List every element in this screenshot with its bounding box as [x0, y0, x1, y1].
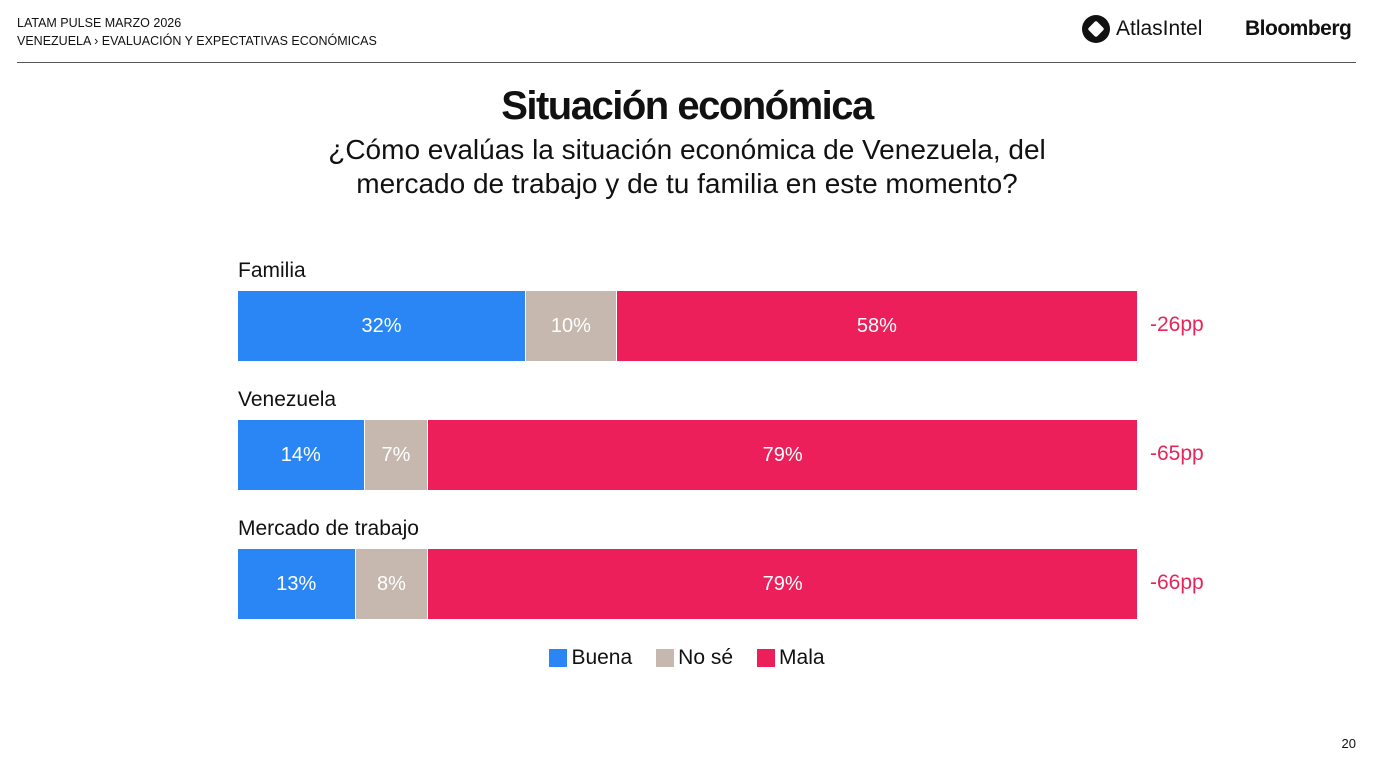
- data-label: 32%: [361, 314, 402, 337]
- chart-title: Situación económica: [501, 84, 874, 128]
- data-label: 79%: [762, 443, 803, 466]
- data-label: 14%: [280, 443, 321, 466]
- category-label: Familia: [238, 259, 306, 282]
- legend: Buena No sé Mala: [0, 646, 1374, 670]
- data-label: 8%: [377, 572, 406, 595]
- bar-row: 13% 8% 79%: [238, 549, 1137, 619]
- chart-subtitle: ¿Cómo evalúas la situación económica de …: [0, 133, 1374, 201]
- bar-segment-mala: 58%: [616, 291, 1137, 361]
- subtitle-line: ¿Cómo evalúas la situación económica de …: [328, 134, 1046, 165]
- report-title: LATAM PULSE MARZO 2026: [17, 16, 182, 30]
- data-label: 79%: [762, 572, 803, 595]
- data-label: 13%: [276, 572, 317, 595]
- header-divider: [17, 62, 1356, 63]
- bar-segment-mala: 79%: [428, 420, 1137, 490]
- bloomberg-logo: Bloomberg: [1245, 17, 1352, 40]
- data-label: 7%: [381, 443, 411, 466]
- bar-segment-no-s-: 7%: [364, 420, 429, 490]
- bar-segment-buena: 14%: [238, 420, 365, 490]
- legend-label: No sé: [678, 646, 734, 669]
- legend-label: Mala: [779, 646, 825, 669]
- data-label: 10%: [550, 314, 591, 337]
- category-label: Venezuela: [238, 388, 337, 411]
- section-path: VENEZUELA › EVALUACIÓN Y EXPECTATIVAS EC…: [17, 34, 377, 48]
- legend-item: No sé: [656, 646, 733, 670]
- atlasintel-logo: AtlasIntel: [1082, 15, 1202, 43]
- legend-label: Buena: [571, 646, 633, 669]
- legend-swatch: [549, 649, 568, 667]
- atlasintel-text: AtlasIntel: [1116, 17, 1203, 40]
- bar-row: 14% 7% 79%: [238, 420, 1137, 490]
- bar-segment-no-s-: 10%: [526, 291, 617, 361]
- bar-segment-buena: 32%: [238, 291, 527, 361]
- subtitle-line: mercado de trabajo y de tu familia en es…: [356, 168, 1018, 199]
- header-breadcrumb: LATAM PULSE MARZO 2026 VENEZUELA › EVALU…: [17, 14, 377, 50]
- bar-segment-mala: 79%: [428, 549, 1137, 619]
- bar-segment-no-s-: 8%: [355, 549, 429, 619]
- bar-row: 32% 10% 58%: [238, 291, 1137, 361]
- page-number: 20: [1341, 736, 1356, 751]
- legend-swatch: [656, 649, 675, 667]
- data-label: 58%: [856, 314, 897, 337]
- atlasintel-icon: [1082, 15, 1110, 43]
- legend-item: Mala: [757, 646, 825, 670]
- category-label: Mercado de trabajo: [238, 517, 419, 540]
- net-difference: -66pp: [1150, 571, 1204, 594]
- bar-segment-buena: 13%: [238, 549, 356, 619]
- net-difference: -26pp: [1150, 313, 1204, 336]
- legend-swatch: [757, 649, 776, 667]
- net-difference: -65pp: [1150, 442, 1204, 465]
- legend-item: Buena: [549, 646, 632, 670]
